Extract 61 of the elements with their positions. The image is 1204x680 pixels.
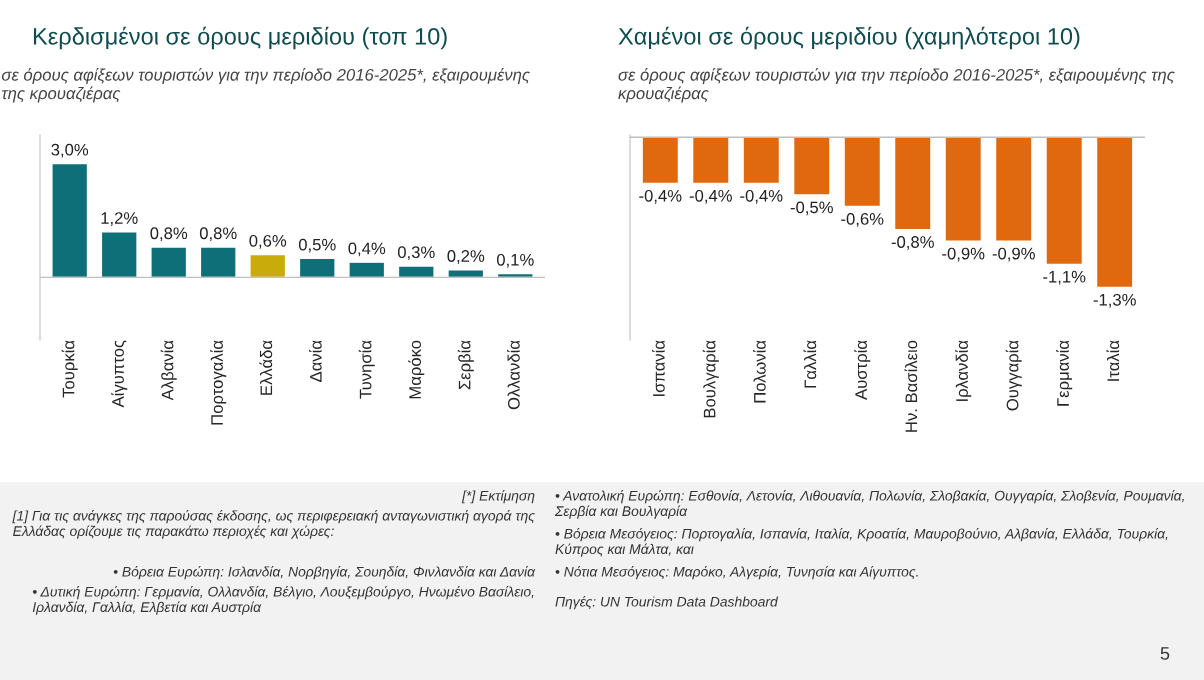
data-label: 0,6% xyxy=(249,234,287,249)
bar xyxy=(397,265,435,279)
x-tick-label: Τυνησία xyxy=(358,340,375,399)
bar xyxy=(199,246,237,279)
x-tick-label: Ιρλανδία xyxy=(955,340,972,401)
x-tick-label: Πολωνία xyxy=(753,340,766,403)
text: 5 xyxy=(1160,647,1170,660)
data-label: -1,1% xyxy=(1043,270,1086,285)
x-tick-label: Αλβανία xyxy=(160,340,177,401)
x-tick-label: Ιταλία xyxy=(1106,340,1120,381)
chart-subtitle: σε όρους αφίξεων τουριστών για την περίοδο 2016-2025*, εξαιρουμένης της κρουαζιέρας xyxy=(1,68,530,103)
text: [*] Εκτίμηση xyxy=(461,490,535,504)
chart-title: Κερδισμένοι σε όρους μεριδίου (τοπ 10) xyxy=(33,26,447,50)
x-tick-label: Ισπανία xyxy=(652,340,665,396)
text: • Νότια Μεσόγειος: Μαρόκο, Αλγερία, Τυνησία και Αίγυπτος. xyxy=(555,566,918,580)
data-label: 0,1% xyxy=(496,253,534,268)
data-label: 0,8% xyxy=(150,227,188,242)
text: • Βόρεια Μεσόγειος: Πορτογαλία, Ισπανία, Ιταλία, Κροατία, Μαυροβούνιο, Αλβανία, Ελλάδα, Τουρκία, Κύπρος και Μάλτα, και xyxy=(555,528,1168,557)
text: • Ανατολική Ευρώπη: Εσθονία, Λετονία, Λιθουανία, Πολωνία, Σλοβακία, Ουγγαρία, Σλοβενία, Ρουμανία, Σερβία και Βουλγαρία xyxy=(554,490,1184,519)
data-label: 0,8% xyxy=(199,227,237,242)
x-tick-label: Σερβία xyxy=(457,340,474,390)
text: • Βόρεια Ευρώπη: Ισλανδία, Νορβηγία, Σουηδία, Φινλανδία και Δανία xyxy=(113,566,536,580)
x-tick-label: Τουρκία xyxy=(61,340,78,398)
data-label: -0,9% xyxy=(992,247,1035,262)
x-tick-label: Γαλλία xyxy=(803,340,817,388)
data-label: -0,6% xyxy=(841,213,884,227)
data-label: -0,9% xyxy=(942,247,985,262)
bar xyxy=(348,261,386,279)
bar xyxy=(249,253,287,279)
bar xyxy=(51,162,89,279)
x-tick-label: Βουλγαρία xyxy=(702,340,719,418)
text: • Δυτική Ευρώπη: Γερμανία, Ολλανδία, Βέλγιο, Λουξεμβούργο, Ηνωμένο Βασίλειο, Ιρλανδία, Γαλλία, Ελβετία και Αυστρία xyxy=(32,586,534,615)
data-label: -0,4% xyxy=(689,189,732,204)
data-label: -1,3% xyxy=(1093,293,1136,308)
x-tick-label: Γερμανία xyxy=(1056,340,1073,406)
x-tick-label: Ολλανδία xyxy=(507,340,520,410)
bar xyxy=(298,257,336,279)
data-label: 0,4% xyxy=(348,242,386,257)
data-label: 0,2% xyxy=(447,250,485,264)
x-tick-label: Πορτογαλία xyxy=(210,340,227,425)
data-label: -0,4% xyxy=(740,189,783,204)
text: [1] Για τις ανάγκες της παρούσας έκδοσης, ως περιφερειακή ανταγωνιστική αγορά της Ελλάδας ορίζουμε τις παρακάτω περιοχές και χώρες: xyxy=(12,510,535,539)
x-tick-label: Μαρόκο xyxy=(408,340,425,399)
chart-title: Χαμένοι σε όρους μεριδίου (χαμηλότεροι 10) xyxy=(618,26,1080,50)
x-tick-label: Αυστρία xyxy=(854,340,871,400)
x-tick-label: Δανία xyxy=(309,340,322,382)
data-label: -0,8% xyxy=(891,236,934,250)
data-label: 1,2% xyxy=(101,212,138,226)
bar xyxy=(100,231,138,279)
x-tick-label: Ελλάδα xyxy=(259,340,273,395)
x-tick-label: Αίγυπτος xyxy=(111,340,128,408)
data-label: -0,5% xyxy=(790,201,833,216)
data-label: -0,4% xyxy=(639,189,682,204)
x-tick-label: Ουγγαρία xyxy=(1005,340,1022,411)
data-label: 3,0% xyxy=(51,143,89,158)
bar xyxy=(150,246,188,279)
data-label: 0,3% xyxy=(397,246,435,261)
chart-subtitle: σε όρους αφίξεων τουριστών για την περίοδο 2016-2025*, εξαιρουμένης της κρουαζιέρας xyxy=(618,68,1175,103)
x-tick-label: Ην. Βασίλειο xyxy=(904,340,918,432)
data-label: 0,5% xyxy=(298,238,336,253)
text: Πηγές: UN Tourism Data Dashboard xyxy=(555,596,779,610)
